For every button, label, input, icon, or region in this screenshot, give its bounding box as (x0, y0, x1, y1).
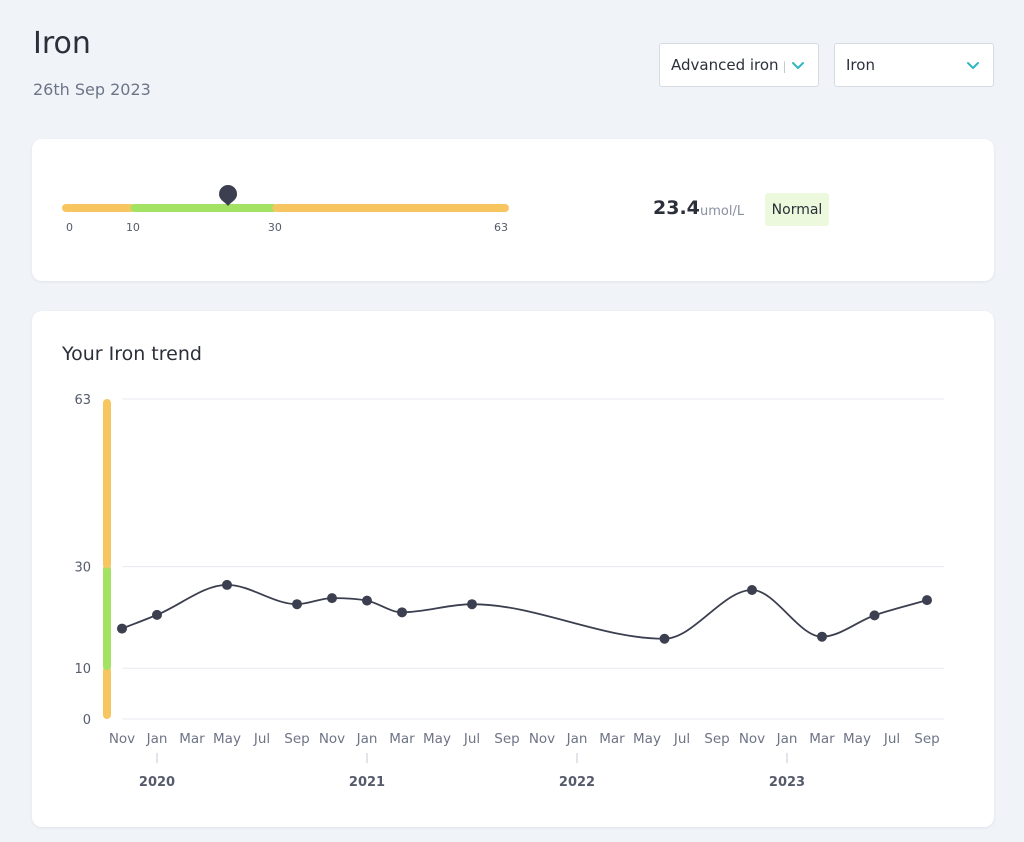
x-month-label: Jul (253, 731, 270, 747)
range-tick-label: 0 (66, 221, 73, 234)
x-month-label: Sep (914, 731, 939, 747)
x-month-label: Sep (704, 731, 729, 747)
x-month-label: Mar (389, 731, 415, 747)
x-month-label: May (843, 731, 871, 747)
y-tick-label: 10 (74, 662, 91, 677)
data-point (327, 593, 337, 604)
x-month-label: Jul (883, 731, 900, 747)
x-month-label: Jan (146, 731, 168, 747)
range-tick-label: 63 (494, 221, 508, 234)
marker-select[interactable]: Iron (834, 43, 994, 87)
data-point (659, 633, 670, 644)
range-tick-label: 30 (268, 221, 282, 234)
x-month-label: Jan (356, 731, 378, 747)
x-month-label: Jul (463, 731, 480, 747)
x-month-label: Jan (776, 731, 798, 747)
x-month-label: May (423, 731, 451, 747)
y-tick-label: 63 (74, 393, 91, 408)
x-month-label: Sep (494, 731, 519, 747)
page-title: Iron (33, 26, 91, 61)
x-month-label: Jan (566, 731, 588, 747)
x-year-label: 2022 (559, 775, 595, 790)
x-month-label: Nov (319, 731, 345, 747)
x-year-label: 2021 (349, 775, 385, 790)
data-point (362, 595, 372, 606)
x-month-label: Sep (284, 731, 309, 747)
result-card: 0 10 30 63 23.4 umol/L Normal (32, 139, 994, 281)
x-month-label: May (633, 731, 661, 747)
range-bar: 0 10 30 63 (62, 185, 509, 234)
x-year-label: 2023 (769, 775, 805, 790)
panel-select[interactable]: Advanced iron p (659, 43, 819, 87)
result-unit: umol/L (700, 204, 745, 219)
data-point (869, 610, 880, 621)
x-month-label: Nov (109, 731, 135, 747)
x-month-label: Nov (529, 731, 555, 747)
data-point (117, 623, 127, 634)
x-month-label: Mar (809, 731, 835, 747)
chevron-down-icon (967, 62, 979, 69)
series-line (121, 584, 928, 640)
x-month-label: Mar (599, 731, 625, 747)
panel-select-value: Advanced iron p (671, 56, 785, 74)
trend-title: Your Iron trend (62, 343, 202, 365)
chevron-down-icon (792, 62, 804, 69)
x-month-label: Nov (739, 731, 765, 747)
data-point (397, 607, 407, 618)
x-month-label: May (213, 731, 241, 747)
result-date: 26th Sep 2023 (33, 80, 151, 99)
data-point (152, 609, 162, 620)
range-tick-label: 10 (126, 221, 140, 234)
x-month-label: Jul (673, 731, 690, 747)
y-tick-label: 30 (74, 561, 91, 576)
data-point (467, 599, 477, 610)
value-marker-icon (219, 185, 238, 206)
x-year-label: 2020 (139, 775, 175, 790)
marker-select-value: Iron (846, 56, 875, 74)
data-point (292, 599, 302, 610)
trend-chart: 63 30 10 0 Nov Jan Mar May Jul Sep Nov Jan Mar May Jul… (74, 393, 944, 790)
x-month-label: Mar (179, 731, 205, 747)
data-point (817, 631, 827, 642)
data-point (922, 595, 932, 606)
result-value: 23.4 (653, 197, 700, 219)
status-badge: Normal (765, 193, 829, 226)
data-point (747, 584, 757, 595)
y-tick-label: 0 (83, 713, 91, 728)
data-point (222, 579, 232, 590)
trend-card: Your Iron trend 63 30 10 0 Nov Jan Mar May Jul Se… (32, 311, 994, 827)
